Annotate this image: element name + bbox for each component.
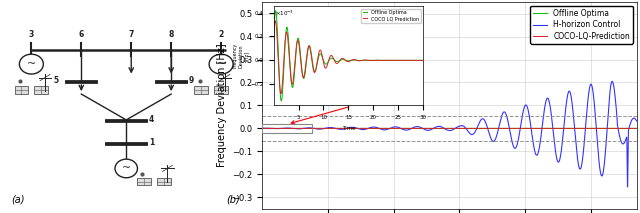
Offline Optima (483, 127, 491, 130)
Offline Optima (259, 127, 267, 130)
Offline Optima (566, 127, 574, 130)
COCO-LQ-Prediction (566, 127, 574, 130)
Text: 8: 8 (168, 30, 174, 39)
H-horizon Control (633, 120, 640, 122)
COCO-LQ-Prediction (260, 127, 268, 130)
Text: 4: 4 (148, 115, 154, 124)
COCO-LQ-Prediction (538, 127, 546, 130)
Text: ~: ~ (216, 59, 226, 69)
Bar (262, 124, 312, 132)
Circle shape (115, 159, 138, 178)
Text: 7: 7 (129, 30, 134, 39)
H-horizon Control (326, 126, 334, 129)
COCO-LQ-Prediction (259, 127, 266, 130)
COCO-LQ-Prediction (633, 127, 640, 130)
H-horizon Control (502, 112, 509, 115)
Offline Optima (633, 127, 640, 130)
H-horizon Control (259, 127, 266, 130)
Circle shape (19, 54, 44, 74)
Text: 3: 3 (29, 30, 34, 39)
Bar (15, 86, 28, 94)
Offline Optima (260, 127, 268, 130)
Bar (137, 178, 150, 186)
Text: zoom in: zoom in (291, 96, 387, 124)
H-horizon Control (623, 186, 631, 188)
Circle shape (209, 54, 233, 74)
H-horizon Control (608, 80, 616, 83)
Text: ~: ~ (122, 163, 131, 173)
H-horizon Control (566, 91, 574, 94)
Offline Optima (538, 127, 546, 130)
Text: 6: 6 (79, 30, 84, 39)
Text: 5: 5 (54, 76, 59, 85)
Line: H-horizon Control: H-horizon Control (262, 81, 637, 187)
Bar (157, 178, 170, 186)
COCO-LQ-Prediction (483, 127, 491, 130)
Offline Optima (326, 127, 334, 130)
Text: (b): (b) (226, 195, 240, 205)
Text: 1: 1 (148, 138, 154, 147)
Offline Optima (259, 127, 266, 130)
Y-axis label: Frequency Deviation [Hz]: Frequency Deviation [Hz] (217, 44, 227, 167)
Bar (214, 86, 228, 94)
Text: 2: 2 (218, 30, 224, 39)
Offline Optima (502, 127, 510, 130)
Text: ~: ~ (27, 59, 36, 69)
Text: (a): (a) (12, 195, 25, 205)
COCO-LQ-Prediction (502, 127, 510, 130)
COCO-LQ-Prediction (259, 127, 267, 130)
H-horizon Control (483, 125, 491, 127)
Bar (35, 86, 48, 94)
COCO-LQ-Prediction (402, 127, 410, 130)
H-horizon Control (538, 129, 545, 132)
Legend: Offline Optima, H-horizon Control, COCO-LQ-Prediction: Offline Optima, H-horizon Control, COCO-… (531, 6, 633, 44)
Bar (195, 86, 208, 94)
Text: 9: 9 (189, 76, 194, 85)
COCO-LQ-Prediction (326, 127, 334, 130)
H-horizon Control (401, 129, 409, 131)
Offline Optima (402, 127, 410, 130)
